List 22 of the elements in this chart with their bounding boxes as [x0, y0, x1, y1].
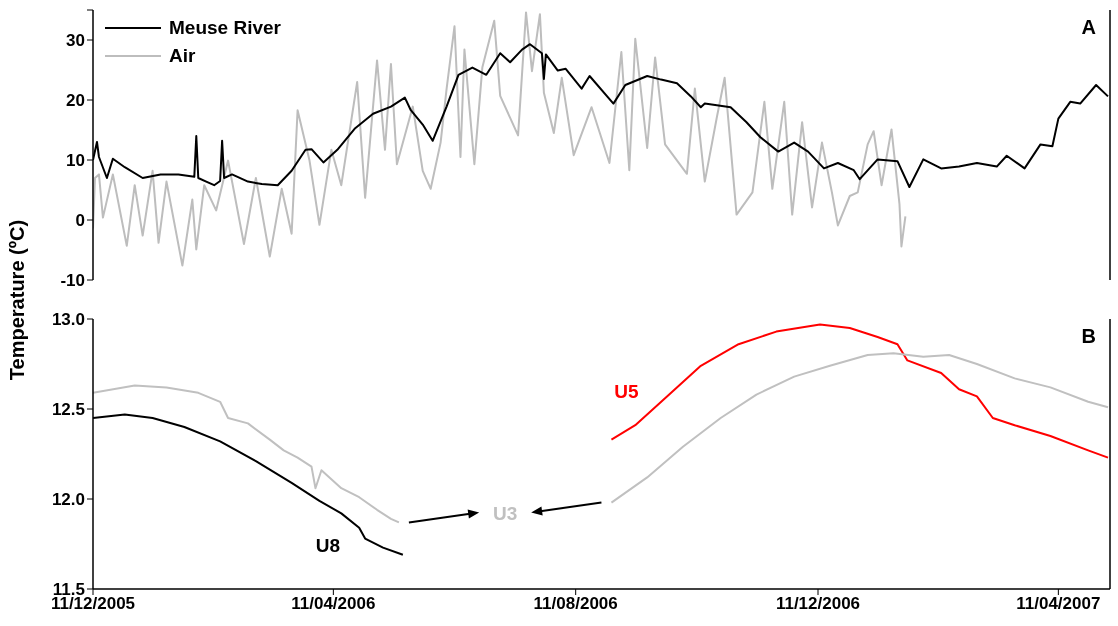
- line-series: [93, 11, 907, 267]
- annotation: B: [1081, 325, 1096, 347]
- series-label: U8: [315, 534, 341, 556]
- annotation: A: [1081, 16, 1096, 38]
- y-tick-label: 10: [66, 151, 85, 171]
- y-tick-label: 12.5: [51, 400, 85, 420]
- y-tick-label: 12.0: [51, 490, 85, 510]
- x-tick-label: 11/04/2007: [1016, 594, 1101, 614]
- y-tick-label: 20: [66, 91, 85, 111]
- legend-label: Air: [169, 45, 196, 67]
- annotation: U3: [493, 502, 518, 524]
- x-tick-label: 11/04/2006: [291, 594, 376, 614]
- y-tick-label: 13.0: [51, 310, 85, 330]
- legend-label: Meuse River: [169, 17, 281, 39]
- y-axis-title: Temperature (ºC): [6, 219, 29, 381]
- x-tick-label: 11/08/2006: [533, 594, 618, 614]
- x-tick-label: 11/12/2006: [775, 594, 861, 614]
- y-tick-label: -10: [60, 271, 85, 291]
- line-series: [610, 323, 1110, 459]
- series-label: U5: [614, 380, 639, 402]
- y-tick-label: 30: [66, 31, 85, 51]
- y-tick-label: 0: [75, 211, 85, 231]
